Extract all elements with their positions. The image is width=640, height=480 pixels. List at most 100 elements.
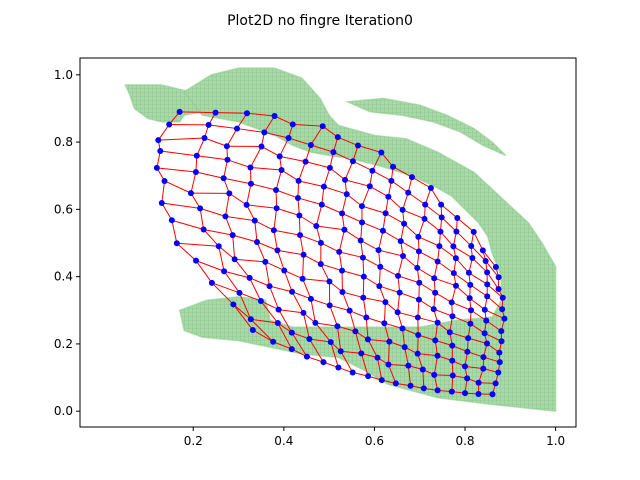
mesh-node (453, 228, 460, 235)
mesh-edge (472, 257, 488, 273)
mesh-edge (342, 291, 364, 299)
mesh-node (302, 158, 309, 165)
mesh-node (475, 390, 482, 397)
plot-area (124, 67, 557, 413)
mesh-node (401, 344, 408, 351)
mesh-edge (383, 302, 386, 324)
mesh-node (221, 268, 228, 275)
mesh-edge (402, 192, 409, 211)
mesh-edge (468, 272, 488, 285)
mesh-node (394, 309, 401, 316)
mesh-node (313, 223, 320, 230)
mesh-node (469, 254, 476, 261)
mesh-node (230, 301, 237, 308)
mesh-edge (273, 208, 278, 231)
mesh-edge (367, 339, 378, 358)
x-tick-label: 0.4 (274, 434, 293, 448)
mesh-edge (388, 196, 403, 211)
mesh-node (498, 328, 505, 335)
mesh-edge (232, 234, 258, 243)
mesh-node (489, 391, 496, 398)
mesh-edge (171, 220, 178, 244)
mesh-edge (298, 161, 307, 181)
mesh-edge (340, 350, 362, 354)
mesh-edge (449, 331, 469, 339)
mesh-edge (156, 167, 196, 173)
mesh-edge (417, 334, 419, 354)
mesh-edge (484, 309, 505, 320)
mesh-edge (199, 207, 226, 217)
mesh-node (499, 294, 506, 301)
mesh-edge (392, 166, 413, 178)
mesh-edge (418, 250, 438, 262)
mesh-node (414, 350, 421, 357)
mesh-node (320, 359, 327, 366)
mesh-edge (157, 124, 170, 141)
mesh-edge (440, 231, 454, 247)
mesh-node (432, 289, 439, 296)
mesh-edge (485, 320, 502, 332)
mesh-edge (330, 341, 339, 368)
mesh-edge (226, 128, 238, 147)
mesh-node (388, 177, 395, 184)
mesh-edge (361, 186, 371, 207)
mesh-node (339, 267, 346, 274)
mesh-node (289, 121, 296, 128)
mesh-edge (223, 159, 228, 179)
mesh-edge (250, 318, 274, 343)
mesh-edge (298, 180, 325, 188)
mesh-node (337, 348, 344, 355)
mesh-node (166, 121, 173, 128)
mesh-edge (455, 285, 471, 299)
mesh-node (449, 357, 456, 364)
mesh-node (382, 299, 389, 306)
mesh-node (366, 183, 373, 190)
mesh-node (246, 274, 253, 281)
mesh-node (397, 238, 404, 245)
mesh-node (335, 364, 342, 371)
mesh-edge (218, 245, 235, 260)
mesh-edge (310, 298, 316, 323)
mesh-edge (397, 275, 420, 284)
mesh-edge (417, 267, 435, 279)
mesh-node (400, 252, 407, 259)
mesh-edge (176, 242, 197, 262)
mesh-node (468, 307, 475, 314)
mesh-node (258, 143, 265, 150)
mesh-node (274, 247, 281, 254)
mesh-edge (302, 312, 310, 340)
mesh-edge (279, 155, 306, 163)
mesh-node (275, 306, 282, 313)
mesh-edge (302, 254, 305, 279)
mesh-node (317, 239, 324, 246)
mesh-node (395, 272, 402, 279)
mesh-edge (402, 209, 425, 220)
mesh-edge (275, 169, 283, 191)
mesh-node (449, 342, 456, 349)
mesh-node (415, 233, 422, 240)
mesh-edge (297, 197, 322, 206)
mesh-node (407, 382, 414, 389)
mesh-edge (403, 223, 419, 238)
mesh-node (157, 148, 164, 155)
x-tick-label: 0.6 (365, 434, 384, 448)
mesh-node (376, 283, 383, 290)
mesh-edge (473, 231, 484, 251)
mesh-node (449, 313, 456, 320)
mesh-edge (336, 326, 342, 352)
mesh-node (408, 174, 415, 181)
mesh-edge (354, 331, 362, 354)
mesh-edge (362, 276, 365, 298)
mesh-node (295, 177, 302, 184)
mesh-edge (203, 229, 233, 236)
mesh-edge (378, 230, 384, 251)
mesh-node (278, 167, 285, 174)
mesh-edge (239, 292, 262, 302)
mesh-edge (453, 245, 473, 259)
mesh-node (317, 261, 324, 268)
mesh-edge (161, 180, 166, 204)
mesh-edge (361, 205, 386, 214)
y-tick-label: 1.0 (54, 68, 73, 82)
mesh-edge (470, 309, 487, 322)
mesh-edge (344, 229, 361, 241)
